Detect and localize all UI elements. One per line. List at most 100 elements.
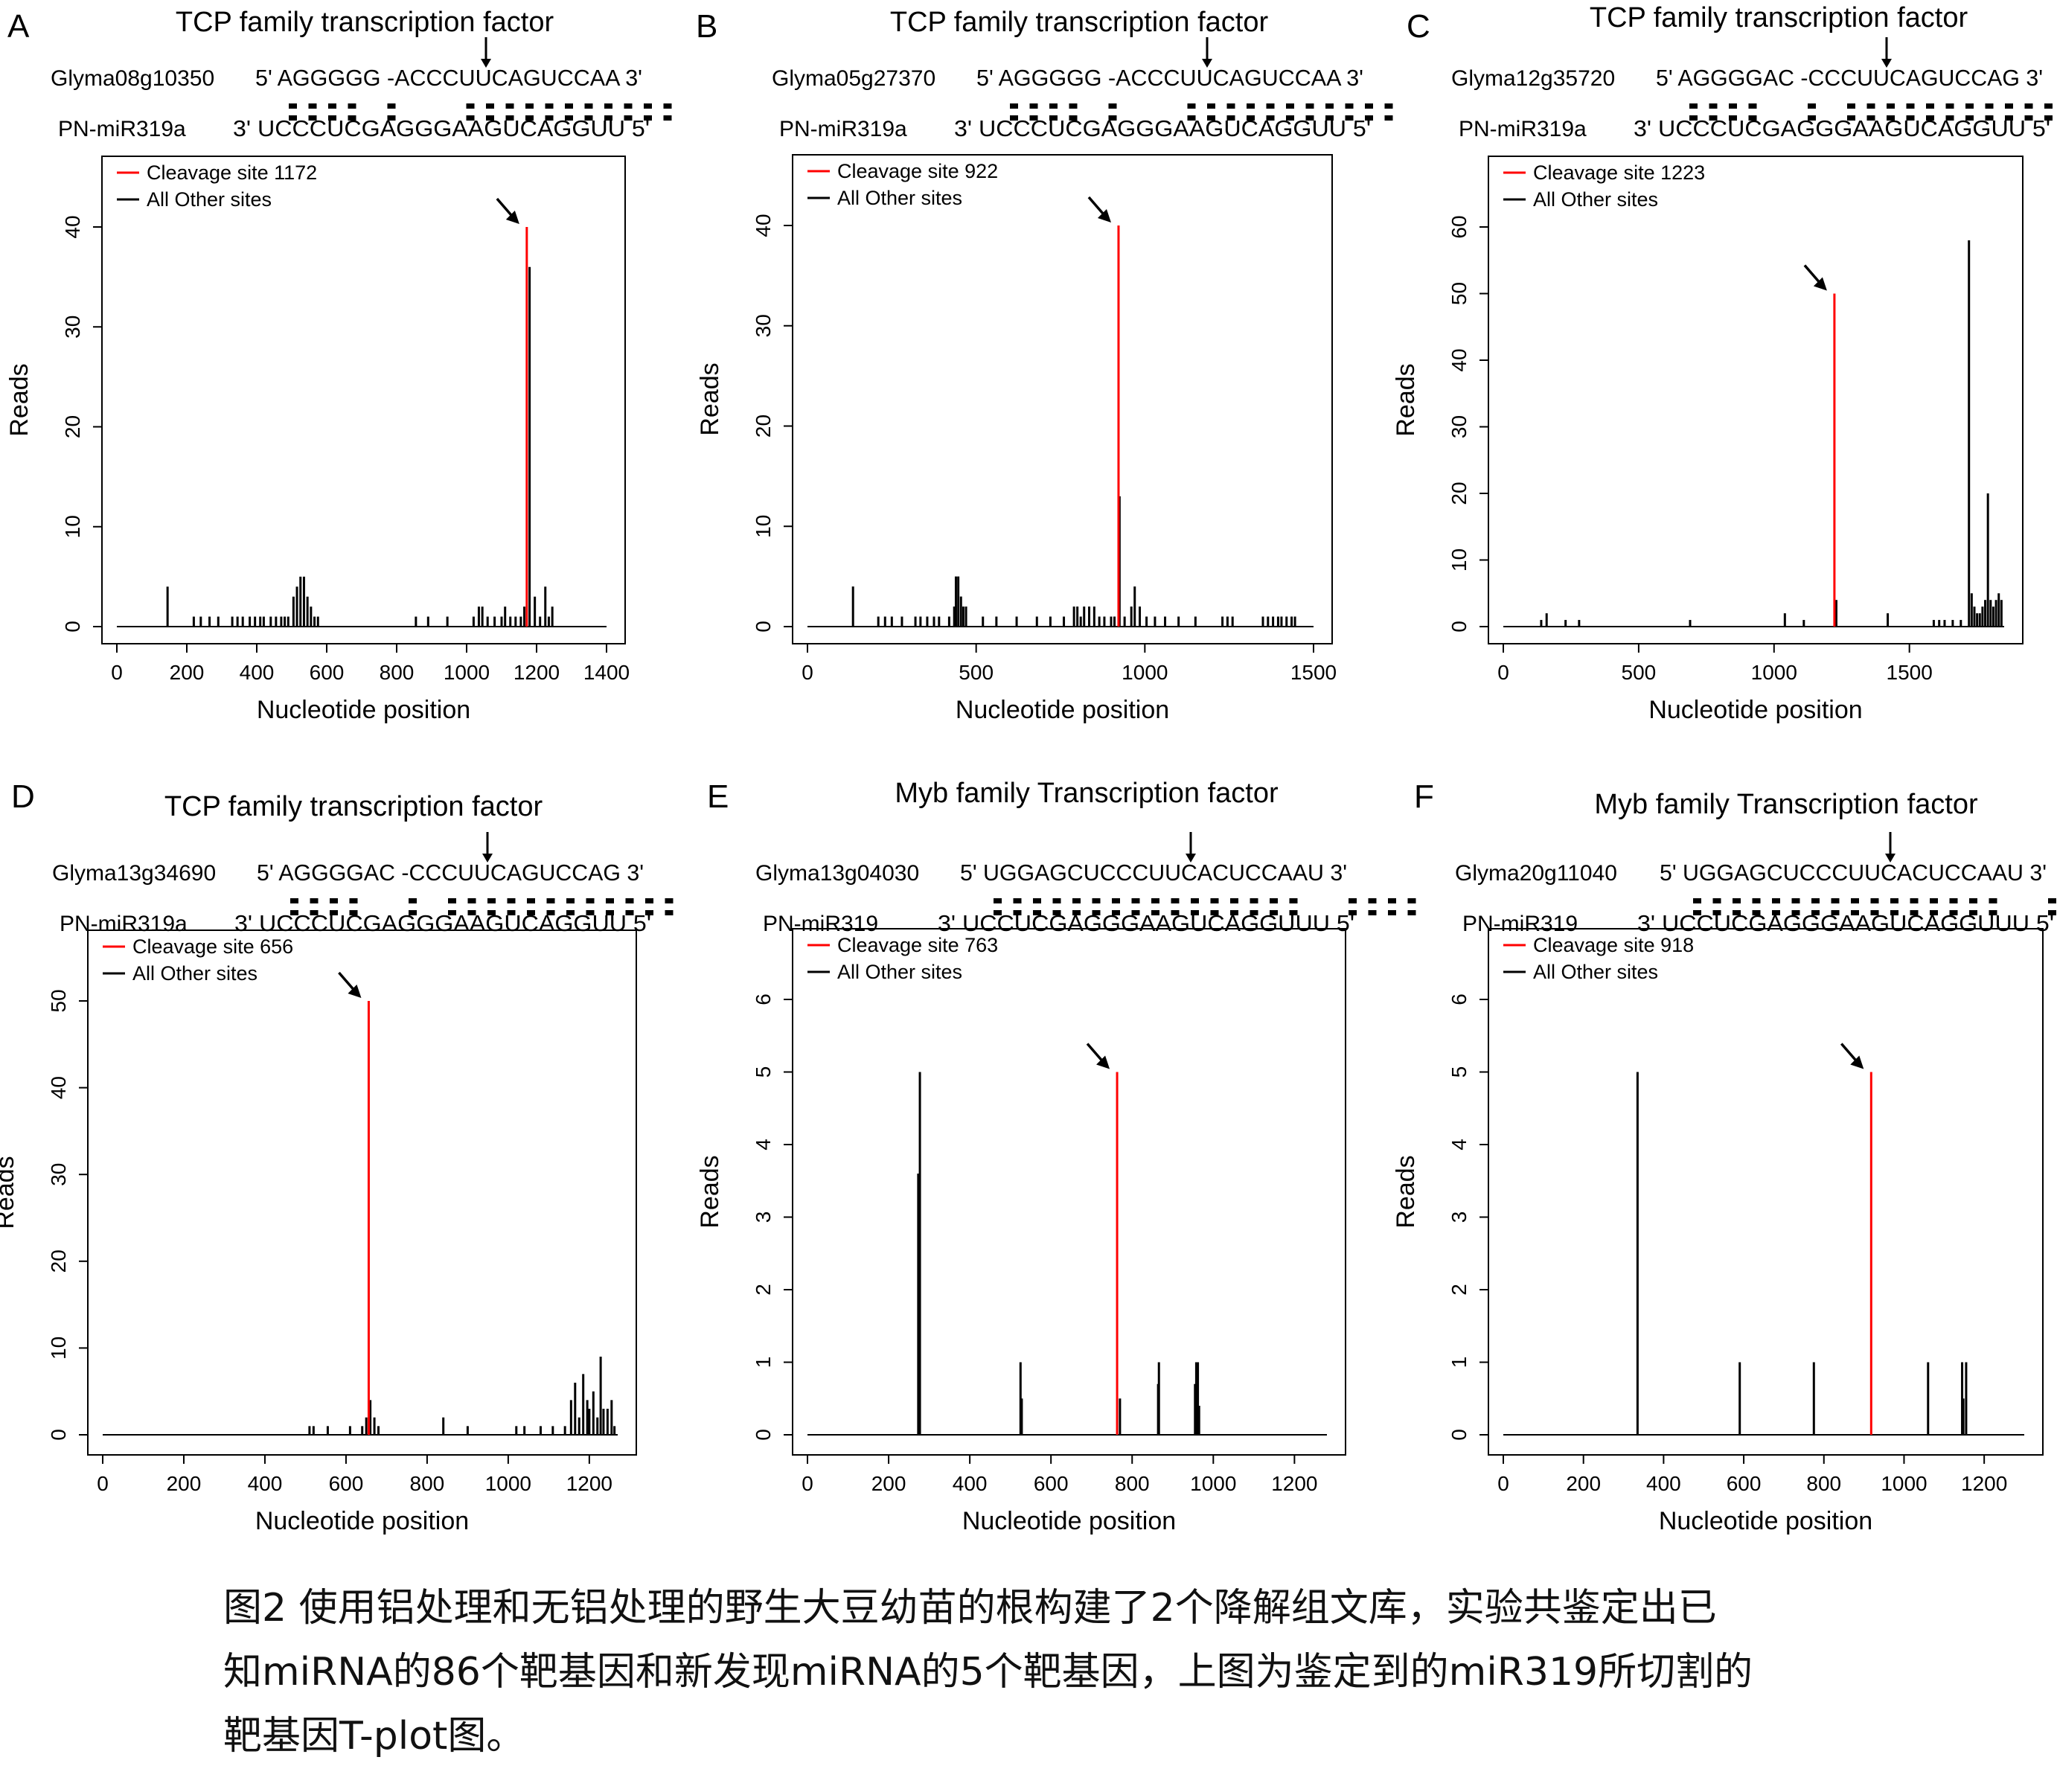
pair-dot (2024, 115, 2033, 121)
pair-dot (1191, 898, 1199, 903)
x-tick-label: 1200 (566, 1472, 612, 1495)
x-tick-label: 400 (248, 1472, 283, 1495)
gene-id: Glyma13g34690 (52, 861, 216, 886)
pair-dot (1930, 910, 1938, 915)
pair-dot (1870, 910, 1879, 915)
pair-dot (507, 910, 516, 915)
alignment-arrow-head-icon (482, 854, 493, 863)
legend-cleavage-label: Cleavage site 922 (837, 160, 998, 182)
base-pairing-dots (1693, 898, 2056, 915)
pair-dot (545, 103, 554, 109)
plot-frame (792, 928, 1346, 1456)
pair-dot (527, 898, 535, 903)
pair-dot (486, 115, 494, 121)
y-axis-label: Reads (1392, 363, 1420, 436)
x-tick-label: 1000 (485, 1472, 531, 1495)
y-tick-label: 4 (752, 1139, 775, 1151)
y-tick-label: 40 (61, 215, 84, 238)
y-tick-label: 20 (61, 415, 84, 438)
caption-line: 靶基因T-plot图。 (223, 1714, 525, 1759)
chart-title: Myb family Transcription factor (895, 778, 1279, 809)
pair-dot (1247, 103, 1255, 109)
x-tick-label: 1000 (1122, 661, 1168, 684)
x-tick-label: 1000 (1190, 1472, 1236, 1495)
target-sequence: 5' AGGGGG -ACCCUUCAGUCCAA 3' (255, 65, 642, 91)
x-tick-label: 0 (97, 1472, 109, 1495)
pair-dot (1890, 910, 1898, 915)
target-sequence: 5' UGGAGCUCCCUUCACUCCAAU 3' (1660, 860, 2047, 886)
x-tick-label: 600 (1034, 1472, 1069, 1495)
pair-dot (1049, 103, 1058, 109)
mirna-sequence: 3' UCCCUCGAGGGAAGUCAGGUU 5' (1634, 115, 2050, 141)
legend-cleavage-label: Cleavage site 763 (837, 934, 998, 956)
x-axis-label: Nucleotide position (1659, 1507, 1872, 1535)
legend-other-label: All Other sites (132, 962, 257, 985)
pair-dot (584, 115, 593, 121)
base-pairing-dots (289, 103, 672, 121)
pair-dot (1910, 910, 1919, 915)
gene-id: Glyma05g27370 (772, 66, 935, 91)
pair-dot (1151, 910, 1159, 915)
pair-dot (604, 103, 612, 109)
pair-dot (1748, 115, 1757, 121)
x-tick-label: 0 (1497, 1472, 1509, 1495)
pair-dot (1965, 103, 1974, 109)
pair-dot (1171, 910, 1180, 915)
alignment-arrow-head-icon (1186, 854, 1196, 863)
pair-dot (1069, 115, 1078, 121)
legend-other-label: All Other sites (1533, 188, 1658, 211)
y-tick-label: 6 (752, 993, 775, 1005)
pair-dot (1388, 910, 1396, 915)
pair-dot (1131, 910, 1140, 915)
y-tick-label: 6 (1447, 993, 1471, 1005)
pair-dot (1305, 115, 1314, 121)
pair-dot (625, 898, 634, 903)
pair-dot (1112, 910, 1120, 915)
y-tick-label: 0 (752, 1429, 775, 1441)
pair-dot (1368, 910, 1377, 915)
x-tick-label: 600 (329, 1472, 364, 1495)
x-tick-label: 500 (1622, 661, 1657, 684)
cleavage-arrow-head-icon (1850, 1055, 1864, 1069)
pair-dot (1345, 103, 1354, 109)
x-tick-label: 1500 (1887, 661, 1933, 684)
pair-dot (308, 115, 317, 121)
pair-dot (565, 115, 573, 121)
x-tick-label: 200 (167, 1472, 202, 1495)
x-tick-label: 1200 (1961, 1472, 2007, 1495)
pair-dot (1851, 898, 1859, 903)
pair-dot (1368, 898, 1377, 903)
t-plot-figure: A TCP family transcription factor Glyma08g… (0, 2, 2056, 1535)
pair-dot (644, 103, 652, 109)
y-tick-label: 30 (1447, 415, 1471, 438)
base-pairing-dots (994, 898, 1416, 915)
pair-dot (1969, 910, 1977, 915)
pair-dot (466, 115, 475, 121)
pair-dot (644, 115, 652, 121)
y-tick-label: 4 (1447, 1139, 1471, 1151)
pair-dot (1949, 910, 1958, 915)
panel-d: D TCP family transcription factor Glyma13g… (0, 778, 674, 1535)
pair-dot (1733, 910, 1741, 915)
pair-dot (1069, 103, 1078, 109)
pair-dot (1072, 898, 1081, 903)
panel-c: C TCP family transcription factor Glyma12g… (1392, 2, 2053, 724)
pair-dot (1808, 115, 1816, 121)
pair-dot (1752, 910, 1761, 915)
pair-dot (409, 910, 417, 915)
pair-dot (1029, 115, 1038, 121)
y-tick-label: 10 (61, 515, 84, 538)
pair-dot (2044, 103, 2053, 109)
pair-dot (645, 898, 653, 903)
pair-dot (1870, 898, 1879, 903)
pair-dot (1890, 898, 1898, 903)
mirna-id: PN-miR319 (763, 912, 878, 936)
x-tick-label: 1400 (583, 661, 630, 684)
pair-dot (1092, 898, 1101, 903)
pair-dot (624, 115, 633, 121)
pair-dot (2048, 910, 2056, 915)
pair-dot (546, 898, 555, 903)
pair-dot (1748, 103, 1757, 109)
pair-dot (625, 910, 634, 915)
